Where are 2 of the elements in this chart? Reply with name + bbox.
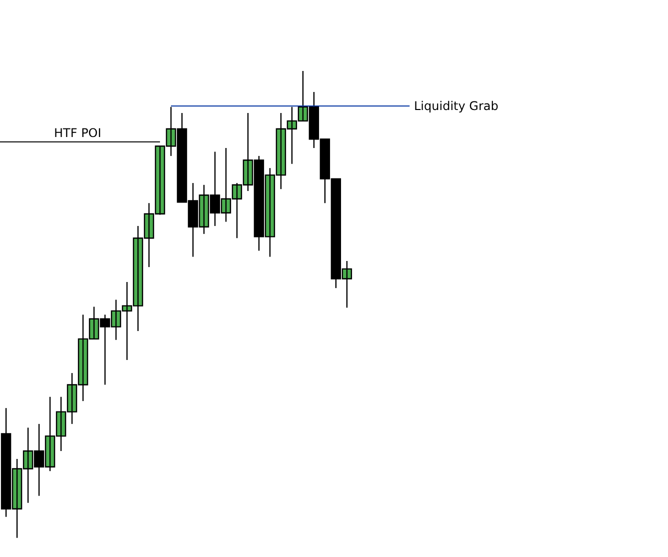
ref-line-label: Liquidity Grab [414,99,498,113]
ref-line-label: HTF POI [54,126,102,140]
